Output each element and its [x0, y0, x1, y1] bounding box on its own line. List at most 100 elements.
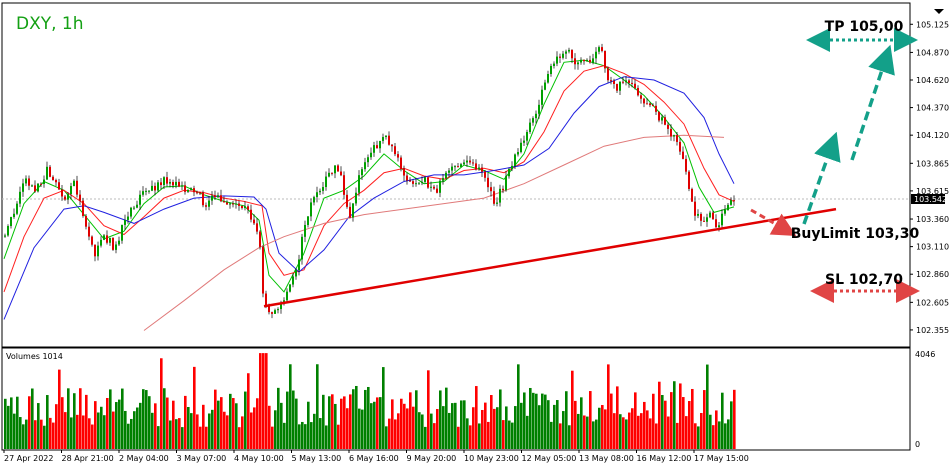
candle-body — [268, 305, 270, 313]
current-price-value: 103.542 — [914, 195, 947, 204]
volume-bar — [175, 419, 178, 449]
candle-body — [277, 309, 279, 311]
volume-bar — [706, 364, 709, 449]
candlesticks — [4, 43, 735, 319]
volume-bar — [535, 393, 538, 449]
volume-bar — [430, 413, 433, 449]
candle-body — [202, 192, 204, 206]
candle-body — [91, 236, 93, 245]
candle-body — [577, 62, 579, 65]
candle-body — [529, 122, 531, 132]
candle-body — [259, 231, 261, 247]
volume-bar — [517, 364, 520, 449]
candle-body — [442, 178, 444, 181]
volume-bar — [283, 422, 286, 449]
volume-axis-zero: 0 — [915, 440, 920, 449]
candle-body — [583, 59, 585, 62]
volume-bar — [385, 426, 388, 449]
volume-bar — [376, 397, 379, 449]
volume-bar — [127, 423, 130, 449]
candle-body — [115, 244, 117, 250]
candle-body — [292, 276, 294, 285]
buylimit-label: BuyLimit 103,30 — [791, 226, 920, 242]
volume-bar — [634, 392, 637, 449]
price-tick-label: 105.125 — [916, 20, 949, 29]
volume-bar — [622, 417, 625, 449]
candle-body — [568, 49, 570, 52]
candle-body — [25, 178, 27, 184]
candle-body — [487, 177, 489, 188]
candle-body — [433, 186, 435, 189]
candle-body — [454, 166, 456, 168]
volume-bar — [397, 413, 400, 449]
volume-bar — [235, 403, 238, 449]
volume-bar — [241, 416, 244, 449]
volume-bar — [238, 427, 241, 449]
volume-bar — [166, 397, 169, 449]
time-tick-label: 3 May 07:00 — [177, 454, 227, 463]
candle-body — [7, 225, 9, 236]
volume-bar — [250, 412, 253, 449]
volume-bar — [652, 393, 655, 449]
candle-body — [301, 236, 303, 260]
candle-body — [139, 194, 141, 205]
volume-bar — [496, 407, 499, 449]
volume-bar — [715, 410, 718, 449]
candle-body — [106, 235, 108, 243]
volume-bar — [133, 411, 136, 449]
candle-body — [580, 59, 582, 63]
volume-bar — [550, 421, 553, 449]
price-tick-label: 103.865 — [916, 159, 949, 168]
candle-body — [706, 217, 708, 222]
candle-body — [220, 195, 222, 202]
candle-body — [274, 310, 276, 314]
volume-bar — [208, 413, 211, 449]
volume-bar — [679, 383, 682, 449]
volume-bar — [463, 400, 466, 449]
candle-body — [418, 182, 420, 184]
volume-bar — [583, 415, 586, 449]
candle-body — [49, 166, 51, 177]
price-tick-label: 103.360 — [916, 215, 949, 224]
candle-body — [136, 204, 138, 208]
volume-bar — [121, 388, 124, 449]
price-tick-label: 102.860 — [916, 270, 949, 279]
volume-bar — [55, 404, 58, 449]
candle-body — [523, 140, 525, 143]
volume-bar — [601, 405, 604, 449]
candle-body — [457, 166, 459, 168]
candle-body — [358, 175, 360, 193]
candle-body — [229, 203, 231, 205]
candle-body — [61, 189, 63, 197]
candle-body — [148, 190, 150, 192]
candle-body — [526, 131, 528, 141]
volume-bar — [658, 381, 661, 449]
time-tick-label: 10 May 23:00 — [464, 454, 519, 463]
volume-axis-max: 4046 — [915, 350, 935, 359]
volume-bar — [364, 389, 367, 449]
volume-bar — [643, 401, 646, 449]
candle-body — [661, 117, 663, 121]
candle-body — [94, 244, 96, 257]
candle-body — [67, 194, 69, 200]
candle-body — [310, 202, 312, 217]
volume-bar — [436, 409, 439, 449]
volume-bar — [184, 395, 187, 449]
volume-bar — [481, 409, 484, 449]
time-tick-label: 5 May 13:00 — [292, 454, 342, 463]
volume-bar — [487, 421, 490, 449]
candle-body — [313, 197, 315, 203]
candle-body — [163, 177, 165, 186]
candle-body — [172, 181, 174, 186]
candle-body — [514, 154, 516, 166]
volume-bar — [334, 403, 337, 449]
volume-bar — [223, 411, 226, 449]
candle-body — [676, 135, 678, 142]
volume-bar — [142, 389, 145, 449]
volume-bar — [523, 392, 526, 449]
volume-bar — [58, 369, 61, 449]
volume-bar — [172, 400, 175, 449]
candle-body — [346, 194, 348, 207]
candle-body — [34, 185, 36, 192]
